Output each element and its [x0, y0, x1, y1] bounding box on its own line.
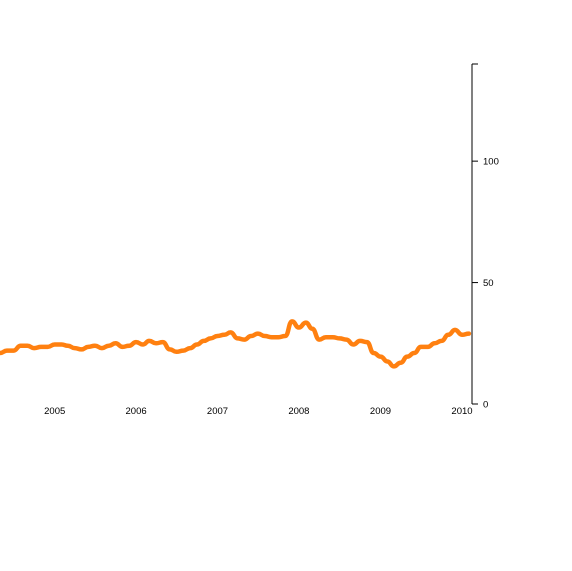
x-axis: 2005 2006 2007 2008 2009 2010 — [44, 406, 472, 417]
series-line-1 — [0, 319, 472, 369]
x-tick-label: 2006 — [126, 406, 147, 417]
x-tick-label: 2007 — [207, 406, 228, 417]
x-tick-label: 2010 — [451, 406, 472, 417]
y-axis: 0 50 100 — [471, 63, 499, 411]
y-tick-label: 50 — [483, 278, 494, 289]
y-tick-label: 100 — [483, 157, 499, 168]
x-tick-label: 2009 — [370, 406, 391, 417]
y-tick-label: 0 — [483, 400, 488, 411]
x-tick-label: 2008 — [288, 406, 309, 417]
x-tick-label: 2005 — [44, 406, 65, 417]
plot-area — [0, 319, 472, 369]
